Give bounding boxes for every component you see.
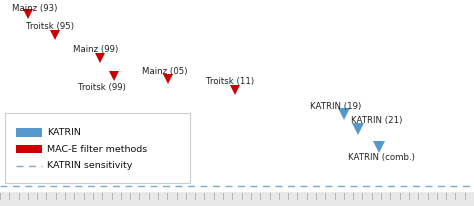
Text: KATRIN (21): KATRIN (21) xyxy=(351,116,402,125)
Text: Mainz (05): Mainz (05) xyxy=(142,67,188,76)
Text: Troitsk (99): Troitsk (99) xyxy=(78,83,126,92)
Bar xyxy=(16,128,42,137)
Text: Troitsk (95): Troitsk (95) xyxy=(26,22,74,31)
Text: KATRIN: KATRIN xyxy=(47,128,81,137)
Text: Troitsk (11): Troitsk (11) xyxy=(206,77,255,86)
Text: Mainz (99): Mainz (99) xyxy=(73,45,118,54)
Bar xyxy=(16,145,42,153)
Text: KATRIN sensitivity: KATRIN sensitivity xyxy=(47,161,133,170)
Text: KATRIN (comb.): KATRIN (comb.) xyxy=(348,153,415,162)
Text: MAC-E filter methods: MAC-E filter methods xyxy=(47,145,147,154)
FancyBboxPatch shape xyxy=(0,0,474,192)
Text: KATRIN (19): KATRIN (19) xyxy=(310,102,362,111)
Text: Mainz (93): Mainz (93) xyxy=(12,4,57,13)
FancyBboxPatch shape xyxy=(5,113,190,183)
